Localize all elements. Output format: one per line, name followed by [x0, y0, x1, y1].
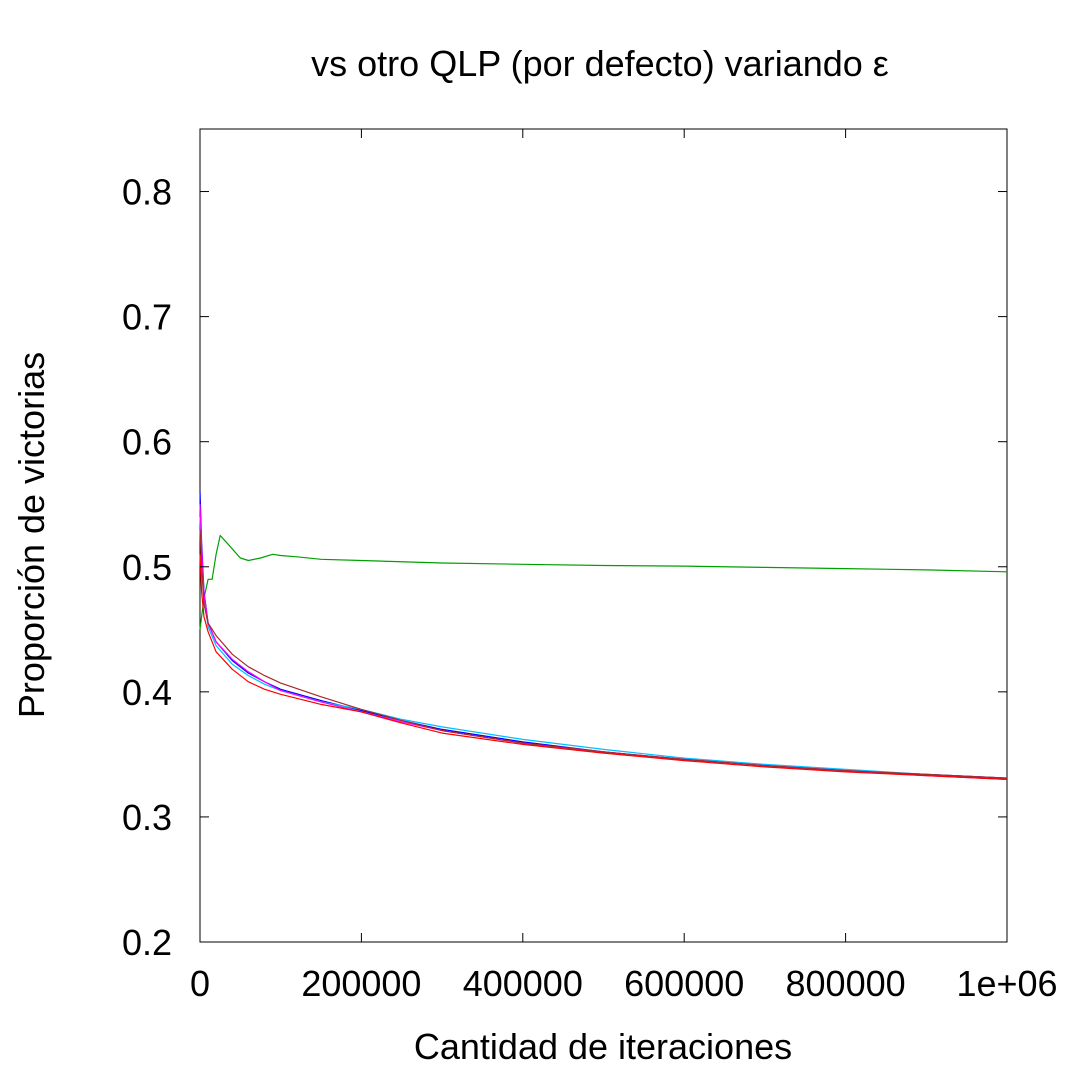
y-tick-label: 0.8: [122, 172, 172, 213]
y-tick-label: 0.7: [122, 297, 172, 338]
x-axis-label: Cantidad de iteraciones: [414, 1026, 792, 1067]
y-tick-label: 0.5: [122, 547, 172, 588]
plot-area: [199, 128, 1008, 943]
series-line-5: [199, 529, 1008, 779]
plot-frame: [199, 128, 1008, 943]
y-tick-label: 0.2: [122, 922, 172, 963]
y-axis-label: Proporción de victorias: [11, 352, 52, 718]
series-line-3: [199, 516, 1008, 779]
x-tick-label: 400000: [463, 963, 583, 1004]
chart-title: vs otro QLP (por defecto) variando ε: [311, 43, 889, 84]
x-tick-label: 800000: [786, 963, 906, 1004]
series-line-4: [199, 504, 1008, 780]
series-line-2: [199, 491, 1008, 779]
y-tick-label: 0.4: [122, 672, 172, 713]
y-axis: 0.2 0.3 0.4 0.5 0.6 0.7 0.8: [122, 172, 1007, 963]
series-layer: [199, 491, 1008, 780]
x-tick-label: 600000: [624, 963, 744, 1004]
series-line-1: [199, 534, 1008, 630]
series-line-6: [199, 554, 1008, 780]
x-tick-label: 200000: [301, 963, 421, 1004]
x-axis: 0 200000 400000 600000 800000 1e+06: [190, 129, 1058, 1004]
x-tick-label: 0: [190, 963, 210, 1004]
y-tick-label: 0.3: [122, 797, 172, 838]
y-tick-label: 0.6: [122, 422, 172, 463]
x-tick-label: 1e+06: [956, 963, 1057, 1004]
